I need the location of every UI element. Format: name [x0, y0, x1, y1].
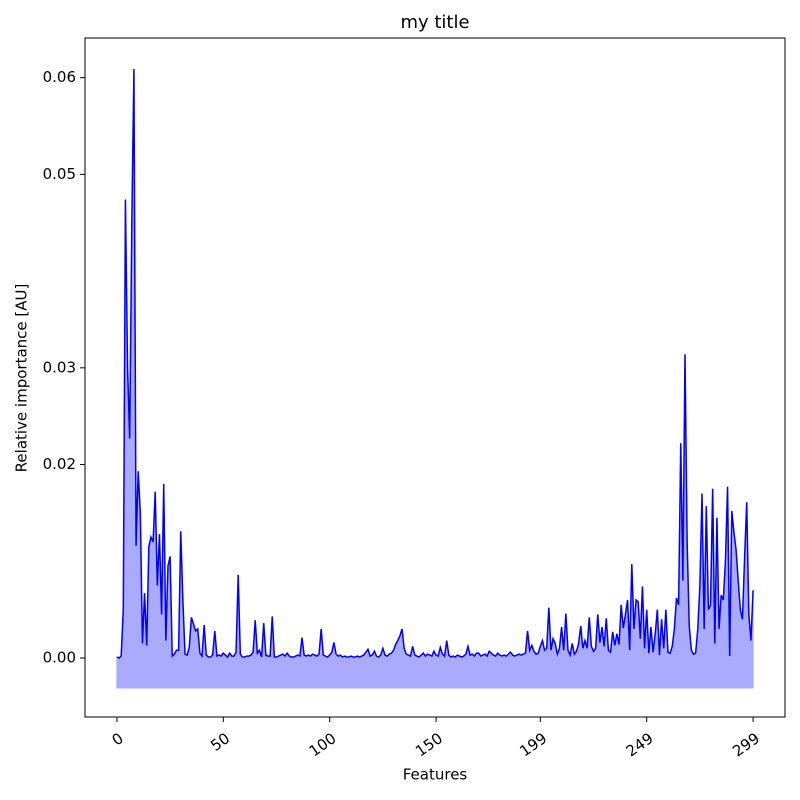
- y-axis-label: Relative importance [AU]: [13, 284, 31, 473]
- y-tick-label: 0.00: [43, 648, 76, 666]
- y-tick-label: 0.06: [43, 68, 76, 86]
- x-tick-label: 150: [412, 729, 446, 760]
- y-tick-label: 0.05: [43, 165, 76, 183]
- x-tick-label: 199: [516, 729, 550, 760]
- line: [116, 68, 754, 659]
- x-axis-label: Features: [403, 766, 468, 784]
- x-tick-label: 100: [306, 729, 340, 760]
- y-tick-label: 0.03: [43, 358, 76, 376]
- chart-title: my title: [400, 12, 469, 33]
- y-tick-label: 0.02: [43, 455, 76, 473]
- x-tick-label: 0: [109, 729, 127, 749]
- x-tick-label: 249: [623, 729, 657, 760]
- plot-frame: [84, 37, 786, 718]
- area-fill: [116, 68, 754, 689]
- x-tick-label: 50: [207, 729, 233, 755]
- x-tick-label: 299: [729, 729, 763, 760]
